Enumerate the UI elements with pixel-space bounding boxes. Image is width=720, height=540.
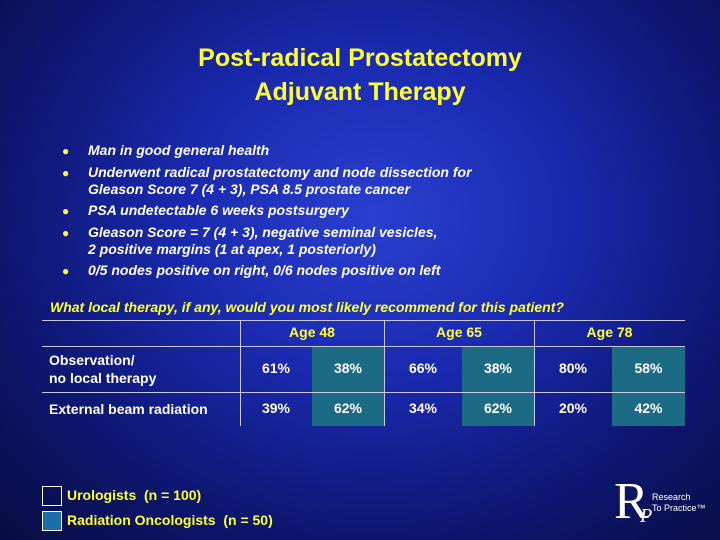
table-cell: 20% bbox=[558, 400, 588, 416]
legend-swatch bbox=[42, 486, 62, 506]
table-rule bbox=[42, 320, 685, 321]
legend-label: Radiation Oncologists (n = 50) bbox=[67, 512, 273, 528]
column-header: Age 48 bbox=[289, 324, 335, 340]
bullet-dot: ● bbox=[62, 204, 70, 218]
column-header: Age 65 bbox=[436, 324, 482, 340]
table-cell: 80% bbox=[558, 360, 588, 376]
cell-bg bbox=[312, 346, 384, 426]
bullet-text: Underwent radical prostatectomy and node… bbox=[88, 164, 472, 180]
table-cell: 39% bbox=[261, 400, 291, 416]
table-cell: 66% bbox=[408, 360, 438, 376]
column-header: Age 78 bbox=[586, 324, 633, 340]
table-cell: 42% bbox=[634, 400, 663, 416]
table-rule bbox=[42, 392, 685, 393]
table-cell: 62% bbox=[483, 400, 513, 416]
cell-bg bbox=[612, 346, 685, 426]
logo-text: Research bbox=[652, 492, 691, 502]
title-line: Post-radical Prostatectomy bbox=[198, 44, 522, 72]
bullet-text: PSA undetectable 6 weeks postsurgery bbox=[88, 202, 349, 218]
bullet-dot: ● bbox=[62, 226, 70, 240]
legend-label: Urologists (n = 100) bbox=[67, 487, 202, 503]
table-cell: 38% bbox=[483, 360, 513, 376]
bullet-text: Gleason Score 7 (4 + 3), PSA 8.5 prostat… bbox=[88, 181, 411, 197]
table-cell: 38% bbox=[333, 360, 363, 376]
logo-letter: R bbox=[614, 473, 649, 530]
bullet-dot: ● bbox=[62, 144, 70, 158]
table-rule bbox=[534, 320, 535, 426]
row-label: no local therapy bbox=[49, 370, 157, 386]
bullet-text: 2 positive margins (1 at apex, 1 posteri… bbox=[88, 241, 376, 257]
logo-letter: P bbox=[640, 505, 653, 527]
row-label: Observation/ bbox=[49, 352, 135, 368]
table-rule bbox=[42, 346, 685, 347]
legend-swatch bbox=[42, 511, 62, 531]
row-label: External beam radiation bbox=[49, 401, 208, 417]
table-rule bbox=[240, 320, 241, 426]
bullet-text: Gleason Score = 7 (4 + 3), negative semi… bbox=[88, 224, 438, 240]
bullet-text: 0/5 nodes positive on right, 0/6 nodes p… bbox=[88, 262, 441, 278]
cell-bg bbox=[462, 346, 534, 426]
question: What local therapy, if any, would you mo… bbox=[50, 299, 564, 315]
table-cell: 58% bbox=[634, 360, 663, 376]
table-cell: 61% bbox=[261, 360, 291, 376]
table-cell: 62% bbox=[333, 400, 363, 416]
logo-text: To Practice™ bbox=[652, 503, 706, 513]
bullet-text: Man in good general health bbox=[88, 142, 270, 158]
table-cell: 34% bbox=[408, 400, 438, 416]
bullet-dot: ● bbox=[62, 264, 70, 278]
bullet-dot: ● bbox=[62, 166, 70, 180]
title-line: Adjuvant Therapy bbox=[254, 78, 466, 106]
table-rule bbox=[384, 320, 385, 426]
